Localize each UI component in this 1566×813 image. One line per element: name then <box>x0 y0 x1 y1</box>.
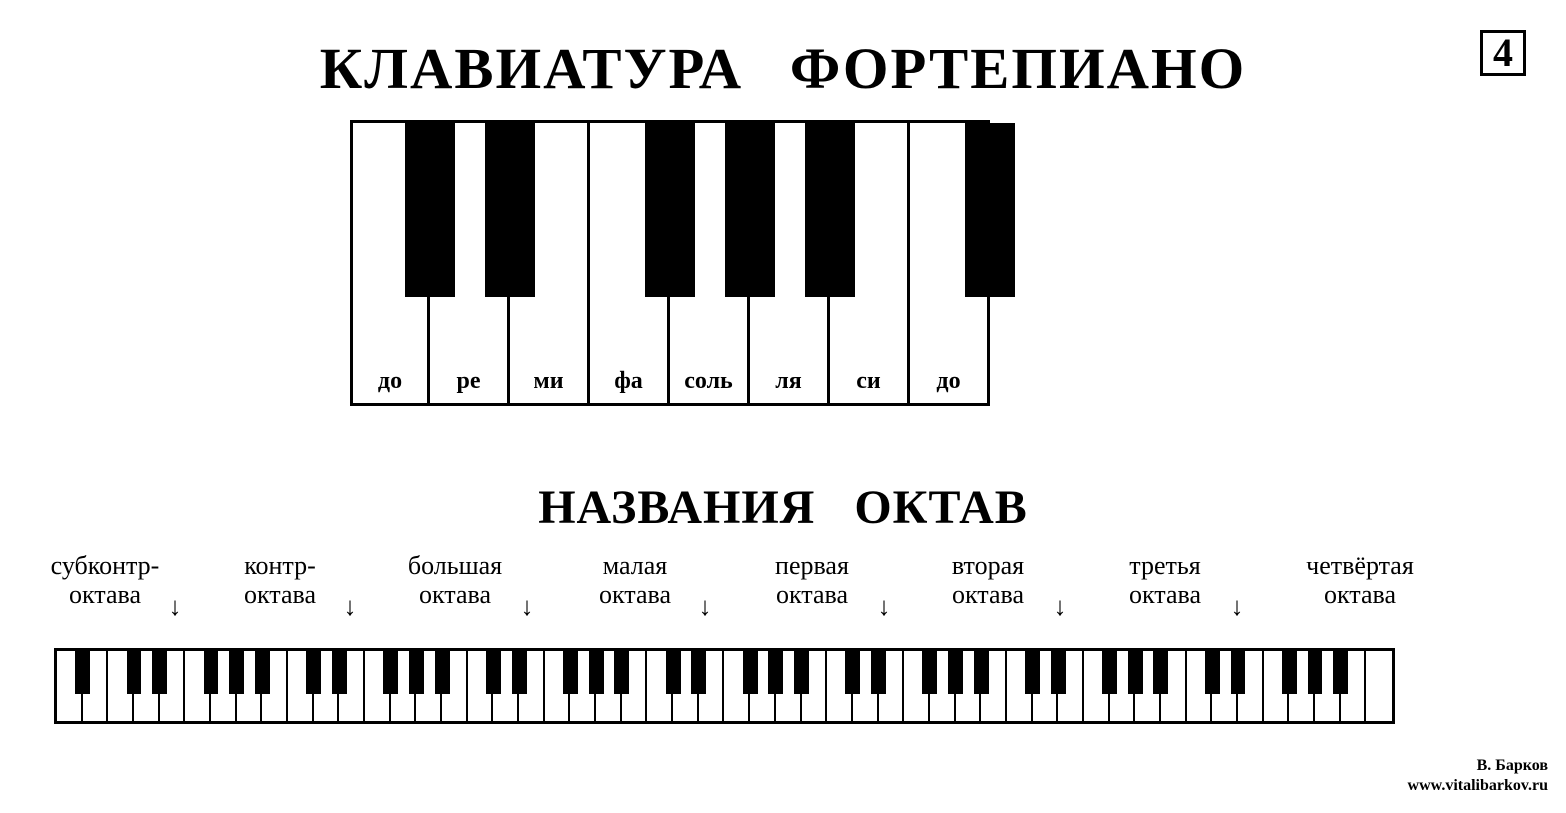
full-black-key <box>974 651 989 694</box>
octave-label-line1: большая <box>355 552 555 581</box>
note-label: ре <box>430 368 507 395</box>
octave-label-line1: вторая <box>888 552 1088 581</box>
title-keyboard: КЛАВИАТУРА ФОРТЕПИАНО <box>0 35 1566 102</box>
title-octaves: НАЗВАНИЯ ОКТАВ <box>0 480 1566 535</box>
full-black-key <box>383 651 398 694</box>
full-88-keyboard <box>54 648 1395 724</box>
note-label: до <box>910 368 987 395</box>
big-black-key <box>965 123 1015 297</box>
full-black-key <box>1308 651 1323 694</box>
full-black-key <box>306 651 321 694</box>
full-black-key <box>1102 651 1117 694</box>
down-arrow-icon: ↓ <box>1231 594 1244 620</box>
credit-author: В. Барков <box>1477 757 1548 775</box>
big-black-key <box>805 123 855 297</box>
full-black-key <box>332 651 347 694</box>
full-black-key <box>255 651 270 694</box>
full-black-key <box>75 651 90 694</box>
full-black-key <box>1333 651 1348 694</box>
octave-label-line1: четвёртая <box>1260 552 1460 581</box>
note-label: си <box>830 368 907 395</box>
octave-label-line1: третья <box>1065 552 1265 581</box>
note-label: до <box>353 368 427 395</box>
full-black-key <box>204 651 219 694</box>
full-black-key <box>948 651 963 694</box>
full-black-key <box>1282 651 1297 694</box>
full-black-key <box>229 651 244 694</box>
big-black-key <box>645 123 695 297</box>
octave-label: четвёртаяоктава <box>1260 552 1460 609</box>
full-black-key <box>768 651 783 694</box>
page-root: 4 КЛАВИАТУРА ФОРТЕПИАНО доремифасольляси… <box>0 0 1566 813</box>
full-black-key <box>794 651 809 694</box>
full-black-key <box>691 651 706 694</box>
full-black-key <box>666 651 681 694</box>
full-black-key <box>409 651 424 694</box>
note-label: ми <box>510 368 587 395</box>
note-label: фа <box>590 368 667 395</box>
full-black-key <box>152 651 167 694</box>
full-black-key <box>922 651 937 694</box>
big-black-key <box>485 123 535 297</box>
full-black-key <box>845 651 860 694</box>
full-black-key <box>486 651 501 694</box>
note-label: соль <box>670 368 747 395</box>
full-black-key <box>614 651 629 694</box>
full-black-key <box>512 651 527 694</box>
note-label: ля <box>750 368 827 395</box>
big-black-key <box>725 123 775 297</box>
full-black-key <box>589 651 604 694</box>
full-black-key <box>1205 651 1220 694</box>
octave-label-line1: контр- <box>180 552 380 581</box>
big-octave-keyboard: доремифасольлясидо <box>350 120 990 406</box>
full-black-key <box>563 651 578 694</box>
down-arrow-icon: ↓ <box>699 594 712 620</box>
credit-site: www.vitalibarkov.ru <box>1408 777 1548 795</box>
down-arrow-icon: ↓ <box>521 594 534 620</box>
full-black-key <box>1051 651 1066 694</box>
full-black-key <box>1128 651 1143 694</box>
full-black-key <box>1025 651 1040 694</box>
full-black-key <box>743 651 758 694</box>
octave-label-line2: октава <box>1260 581 1460 610</box>
full-white-key <box>1366 651 1392 721</box>
full-black-key <box>435 651 450 694</box>
full-black-key <box>1231 651 1246 694</box>
octave-label-line1: малая <box>535 552 735 581</box>
full-black-key <box>871 651 886 694</box>
octave-label-line1: первая <box>712 552 912 581</box>
octave-labels-row: субконтр-октава↓контр-октава↓большаяокта… <box>0 552 1566 642</box>
full-black-key <box>1153 651 1168 694</box>
big-black-key <box>405 123 455 297</box>
full-black-key <box>127 651 142 694</box>
octave-label-line1: субконтр- <box>5 552 205 581</box>
